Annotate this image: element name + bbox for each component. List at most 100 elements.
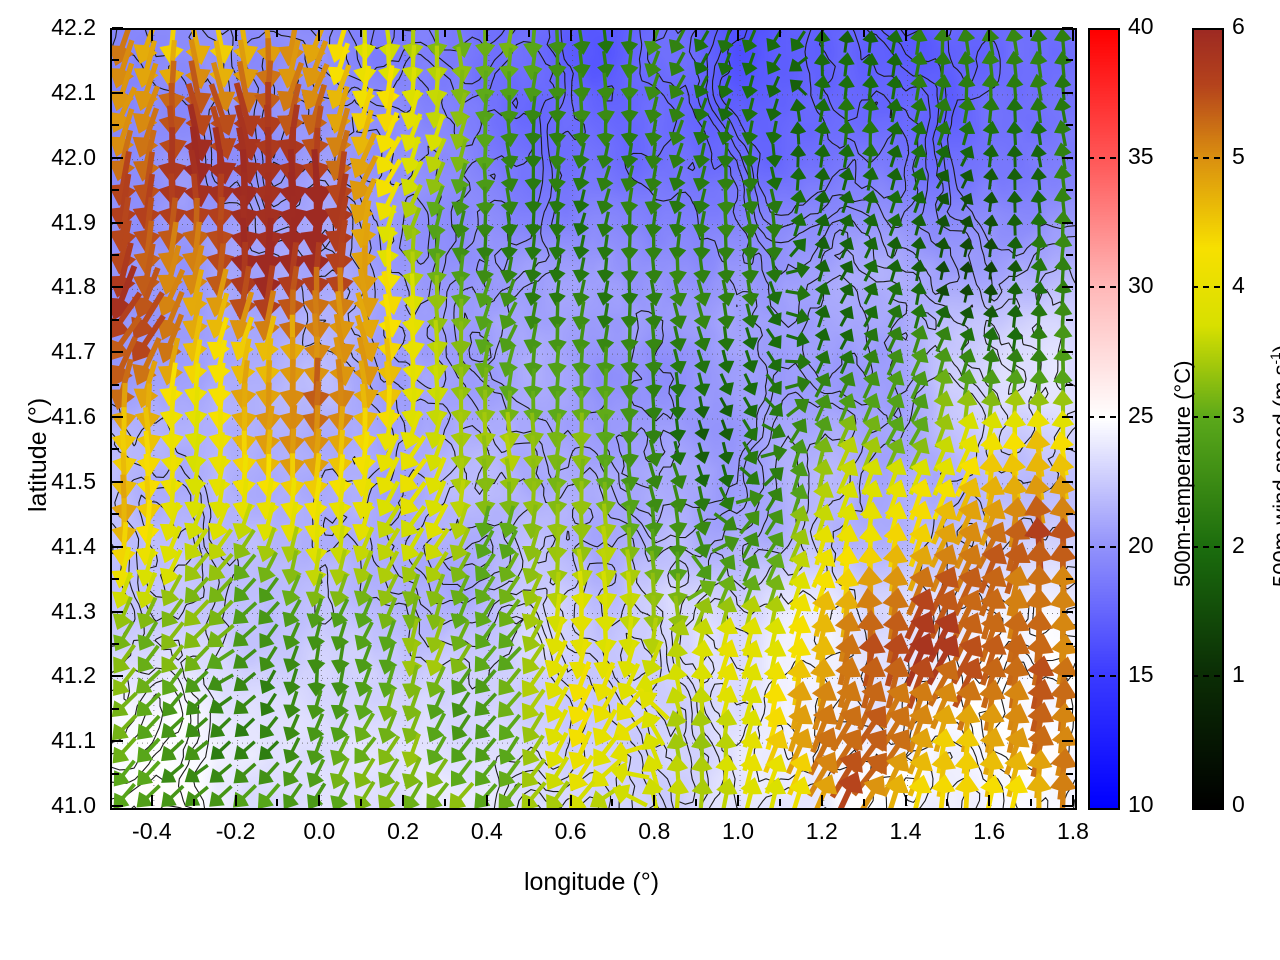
x-tick-label: 1.6 bbox=[973, 818, 1006, 844]
tick-mark bbox=[443, 30, 446, 37]
tick-mark bbox=[1066, 124, 1073, 127]
colorbar-tick bbox=[1192, 416, 1220, 418]
tick-mark bbox=[318, 30, 321, 41]
tick-mark bbox=[1066, 707, 1073, 710]
y-tick-label: 41.7 bbox=[51, 338, 96, 365]
y-tick-label: 41.5 bbox=[51, 467, 96, 494]
tick-mark bbox=[1062, 675, 1073, 678]
colorbar-tick bbox=[1088, 545, 1116, 548]
colorbar-tick bbox=[1088, 675, 1116, 678]
colorbar-tick-label: 30 bbox=[1128, 272, 1154, 299]
colorbar-tick-label: 4 bbox=[1232, 272, 1245, 299]
tick-mark bbox=[112, 707, 119, 710]
tick-mark bbox=[862, 799, 865, 806]
tick-mark bbox=[192, 30, 195, 37]
tick-mark bbox=[112, 383, 119, 386]
tick-mark bbox=[1062, 91, 1073, 94]
tick-mark bbox=[1072, 795, 1074, 806]
tick-mark bbox=[1062, 156, 1073, 159]
tick-mark bbox=[112, 156, 123, 159]
tick-mark bbox=[276, 799, 279, 806]
tick-mark bbox=[1062, 480, 1073, 483]
tick-mark bbox=[778, 30, 781, 37]
x-tick-label: 0.4 bbox=[470, 818, 503, 844]
colorbar-tick bbox=[1192, 545, 1220, 548]
colorbar-temperature[interactable] bbox=[1088, 28, 1120, 810]
tick-mark bbox=[112, 578, 119, 581]
tick-mark bbox=[112, 448, 119, 451]
colorbar-tick-label: 10 bbox=[1128, 791, 1154, 817]
y-tick-label: 41.6 bbox=[51, 403, 96, 429]
tick-mark bbox=[1066, 253, 1073, 256]
colorbar-temperature-title: 500m-temperature (°C) bbox=[1170, 360, 1195, 587]
tick-mark bbox=[1062, 27, 1073, 29]
colorbar-tick bbox=[1192, 286, 1220, 289]
tick-mark bbox=[653, 30, 656, 41]
plot-area[interactable] bbox=[110, 28, 1077, 810]
x-tick-label: 0.2 bbox=[387, 818, 420, 844]
x-tick-label: 1.0 bbox=[722, 818, 755, 844]
tick-mark bbox=[946, 799, 949, 806]
tick-mark bbox=[112, 772, 119, 775]
tick-mark bbox=[1062, 610, 1073, 613]
tick-mark bbox=[360, 30, 363, 37]
tick-mark bbox=[402, 795, 405, 806]
y-tick-label: 41.4 bbox=[51, 532, 96, 559]
tick-mark bbox=[1030, 30, 1033, 37]
tick-mark bbox=[988, 795, 991, 806]
tick-mark bbox=[112, 221, 123, 224]
tick-mark bbox=[1062, 286, 1073, 289]
tick-mark bbox=[112, 351, 123, 354]
x-tick-label: 0.0 bbox=[303, 818, 336, 844]
colorbar-tick-label: 20 bbox=[1128, 531, 1154, 558]
tick-mark bbox=[1062, 416, 1073, 418]
tick-mark bbox=[234, 795, 237, 806]
tick-mark bbox=[820, 30, 823, 41]
tick-mark bbox=[569, 30, 572, 41]
tick-mark bbox=[1066, 772, 1073, 775]
colorbar-tick-label: 2 bbox=[1232, 531, 1245, 558]
tick-mark bbox=[653, 795, 656, 806]
colorbar-tick-label: 1 bbox=[1232, 661, 1245, 688]
colorbar-wind-speed[interactable] bbox=[1192, 28, 1224, 810]
tick-mark bbox=[402, 30, 405, 41]
colorbar-tick-label: 40 bbox=[1128, 13, 1154, 39]
tick-mark bbox=[443, 799, 446, 806]
tick-mark bbox=[1066, 189, 1073, 192]
wind-vector-field bbox=[112, 30, 1075, 808]
tick-mark bbox=[1066, 318, 1073, 321]
tick-mark bbox=[1066, 59, 1073, 62]
colorbar-tick-label: 3 bbox=[1232, 402, 1245, 428]
colorbar-tick-label: 15 bbox=[1128, 661, 1154, 688]
tick-mark bbox=[112, 805, 123, 807]
colorbar-tick-label: 6 bbox=[1232, 13, 1245, 39]
tick-mark bbox=[112, 610, 123, 613]
y-tick-label: 42.0 bbox=[51, 143, 96, 170]
x-tick-label: 0.6 bbox=[554, 818, 587, 844]
tick-mark bbox=[112, 740, 123, 743]
x-tick-label: 0.8 bbox=[638, 818, 671, 844]
colorbar-tick bbox=[1192, 156, 1220, 159]
x-tick-label: 1.8 bbox=[1057, 818, 1089, 844]
tick-mark bbox=[527, 799, 530, 806]
tick-mark bbox=[112, 480, 123, 483]
tick-mark bbox=[778, 799, 781, 806]
colorbar-tick-label: 25 bbox=[1128, 402, 1154, 428]
tick-mark bbox=[1062, 805, 1073, 807]
tick-mark bbox=[1062, 221, 1073, 224]
tick-mark bbox=[360, 799, 363, 806]
y-tick-label: 41.2 bbox=[51, 662, 96, 689]
tick-mark bbox=[318, 795, 321, 806]
tick-mark bbox=[112, 416, 123, 418]
colorbar-tick bbox=[1088, 156, 1116, 159]
tick-mark bbox=[1066, 642, 1073, 645]
colorbar-tick-label: 35 bbox=[1128, 142, 1154, 169]
tick-mark bbox=[112, 253, 119, 256]
tick-mark bbox=[192, 799, 195, 806]
tick-mark bbox=[234, 30, 237, 41]
tick-mark bbox=[946, 30, 949, 37]
y-tick-label: 41.3 bbox=[51, 597, 96, 624]
tick-mark bbox=[112, 642, 119, 645]
tick-mark bbox=[988, 30, 991, 41]
